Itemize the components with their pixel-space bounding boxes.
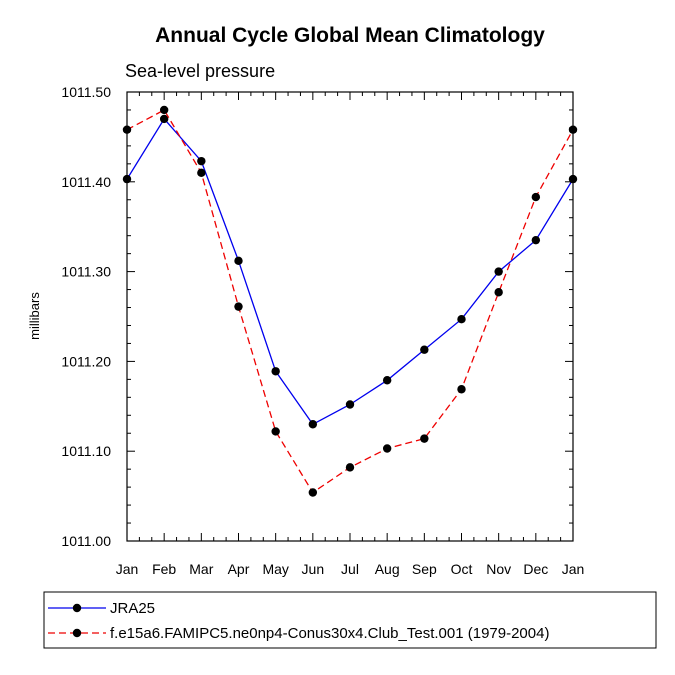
y-tick-label: 1011.40	[61, 174, 111, 190]
x-tick-label: Jan	[562, 561, 585, 577]
x-tick-label: Sep	[412, 561, 437, 577]
series-1-point	[382, 376, 392, 385]
chart-subtitle: Sea-level pressure	[125, 61, 275, 81]
legend-box	[43, 591, 657, 649]
x-tick-label: Oct	[451, 561, 473, 577]
series-1-point	[234, 256, 243, 266]
series-1-point	[197, 156, 206, 166]
y-tick-label: 1011.10	[61, 443, 111, 459]
series-1-point	[159, 114, 169, 124]
x-tick-label: Nov	[486, 561, 511, 577]
chart-title: Annual Cycle Global Mean Climatology	[155, 24, 545, 47]
y-tick-label: 1011.00	[61, 533, 111, 549]
series-layer	[122, 105, 578, 497]
legend-marker-1	[72, 603, 82, 613]
series-2-point	[420, 434, 429, 443]
x-tick-label: Feb	[152, 561, 176, 577]
series-1-point	[531, 235, 541, 245]
legend-label-1: JRA25	[110, 600, 155, 617]
y-tick-label: 1011.20	[61, 353, 111, 369]
x-tick-label: Jun	[302, 561, 325, 577]
series-1-point	[345, 400, 355, 409]
x-tick-label: Dec	[523, 561, 548, 577]
series-2-point	[568, 125, 578, 134]
legend-label-2: f.e15a6.FAMIPC5.ne0np4-Conus30x4.Club_Te…	[110, 625, 549, 642]
series-2-point	[457, 385, 466, 394]
series-2-point	[159, 105, 169, 115]
series-1-point	[122, 174, 132, 184]
series-2-point	[122, 125, 132, 134]
x-tick-label: Aug	[375, 561, 400, 577]
series-2-point	[531, 192, 541, 202]
series-2-point	[197, 168, 206, 178]
x-tick-label: May	[262, 561, 288, 577]
series-2-point	[234, 302, 243, 311]
y-tick-label: 1011.50	[61, 84, 111, 100]
series-line-2	[126, 109, 574, 494]
x-tick-label: Mar	[189, 561, 213, 577]
series-2-point	[494, 288, 503, 297]
y-tick-label: 1011.30	[61, 264, 111, 280]
series-1-point	[308, 420, 318, 429]
series-1-point	[457, 314, 466, 324]
x-tick-label: Jul	[341, 561, 359, 577]
series-1-point	[494, 267, 503, 276]
series-1-point	[420, 345, 429, 354]
series-1-point	[271, 367, 280, 376]
legend-marker-2	[72, 628, 82, 638]
series-line-1	[126, 117, 574, 426]
x-tick-label: Apr	[228, 561, 250, 577]
legend: JRA25 f.e15a6.FAMIPC5.ne0np4-Conus30x4.Cl…	[43, 591, 657, 649]
series-2-point	[308, 488, 318, 497]
y-axis-label: millibars	[27, 292, 42, 340]
series-2-point	[271, 427, 280, 436]
series-1-point	[568, 174, 578, 184]
axis-ticks: Jan Feb Mar Apr May Jun Jul Aug Sep Oct Nov Dec Jan 1…	[61, 84, 584, 577]
series-2-point	[382, 444, 392, 453]
x-tick-label: Jan	[116, 561, 139, 577]
series-2-point	[345, 463, 355, 472]
